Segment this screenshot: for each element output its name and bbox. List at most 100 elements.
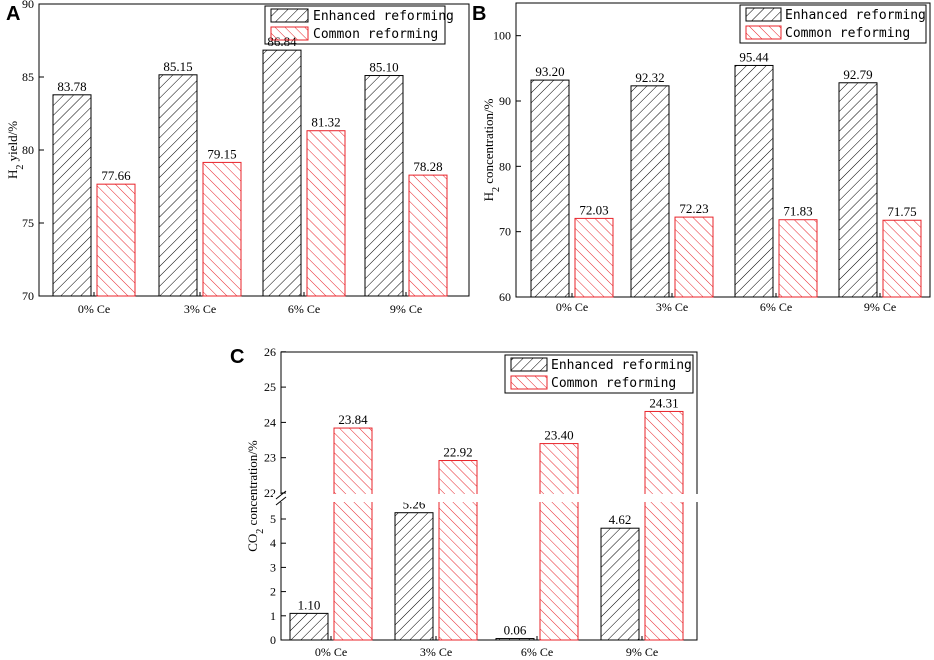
panel-a-letter: A <box>6 3 20 25</box>
bar-common <box>674 216 714 298</box>
panel-b-letter: B <box>472 3 486 25</box>
panel-c-bars <box>289 410 684 641</box>
panel-b-legend-box <box>739 4 927 44</box>
bar-common <box>644 410 684 641</box>
data-label-common: 24.31 <box>649 395 678 410</box>
bar-common <box>202 161 242 297</box>
data-label-enhanced: 85.15 <box>163 59 192 74</box>
y-tick-label: 75 <box>22 216 34 230</box>
data-label-common: 78.28 <box>413 159 442 174</box>
y-tick-label: 80 <box>499 159 511 173</box>
y-tick-label: 5 <box>270 512 276 526</box>
data-label-enhanced: 93.20 <box>535 64 564 79</box>
y-tick-label: 25 <box>264 380 276 394</box>
x-category-label: 3% Ce <box>184 302 216 316</box>
y-tick-label: 24 <box>264 415 276 429</box>
data-label-enhanced: 95.44 <box>739 49 769 64</box>
x-category-label: 3% Ce <box>656 300 688 314</box>
panel-b-y-ticks: 60 70 80 90 100 <box>493 29 521 304</box>
y-tick-label: 3 <box>270 560 276 574</box>
x-category-label: 6% Ce <box>521 645 553 659</box>
panel-b-y-axis-label: H2 concentration/% <box>481 98 502 201</box>
data-label-common: 79.15 <box>207 146 236 161</box>
data-label-enhanced: 92.32 <box>635 70 664 85</box>
y-tick-label: 90 <box>22 0 34 11</box>
panel-c-legend-enhanced: Enhanced reforming <box>551 358 692 373</box>
y-tick-label: 80 <box>22 143 34 157</box>
panel-c-legend-swatch-common <box>510 375 548 390</box>
y-tick-label: 60 <box>499 290 511 304</box>
data-label-common: 81.32 <box>311 115 340 130</box>
bar-enhanced <box>394 512 434 641</box>
bar-enhanced <box>289 612 329 641</box>
bar-common <box>882 219 922 298</box>
y-tick-label: 4 <box>270 536 276 550</box>
panel-c-axis-break-mark-bottom <box>275 496 287 506</box>
panel-b-legend-swatch-enhanced <box>745 7 782 22</box>
panel-a-legend-box <box>264 5 446 45</box>
data-label-enhanced: 0.06 <box>504 623 527 638</box>
x-category-label: 9% Ce <box>390 302 422 316</box>
panel-a-y-ticks: 70 75 80 85 90 <box>22 0 44 303</box>
bar-common <box>96 183 136 297</box>
y-tick-label: 1 <box>270 609 276 623</box>
panel-b: B 60 70 80 90 100 93.20 72.03 92.32 72.23 95.44 7… <box>472 2 931 314</box>
y-tick-label: 26 <box>264 345 276 359</box>
x-category-label: 9% Ce <box>864 300 896 314</box>
panel-a-legend-swatch-common <box>270 26 309 41</box>
bar-common <box>778 219 818 298</box>
panel-a-legend: Enhanced reforming Common reforming <box>264 5 454 45</box>
data-label-common: 71.83 <box>783 204 812 219</box>
x-category-label: 6% Ce <box>760 300 792 314</box>
panel-c-legend-swatch-enhanced <box>510 357 548 372</box>
bar-common <box>306 130 346 297</box>
bar-enhanced <box>158 74 198 297</box>
bar-enhanced <box>495 638 535 641</box>
x-category-label: 3% Ce <box>420 645 452 659</box>
panel-b-x-categories: 0% Ce 3% Ce 6% Ce 9% Ce <box>556 293 896 314</box>
y-tick-label: 2 <box>270 585 276 599</box>
bar-enhanced <box>364 75 404 297</box>
panel-a-bars <box>52 49 448 297</box>
data-label-common: 72.03 <box>579 202 608 217</box>
bar-common <box>408 174 448 297</box>
y-tick-label: 70 <box>499 225 511 239</box>
panel-b-value-labels: 93.20 72.03 92.32 72.23 95.44 71.83 92.79 71.75 <box>535 49 916 219</box>
data-label-common: 71.75 <box>887 204 916 219</box>
panel-b-legend-common: Common reforming <box>785 26 910 41</box>
bar-common <box>539 443 579 641</box>
bar-common <box>333 427 373 641</box>
x-category-label: 0% Ce <box>556 300 588 314</box>
bar-common <box>574 217 614 298</box>
bar-enhanced <box>52 94 92 297</box>
data-label-enhanced: 92.79 <box>843 67 872 82</box>
data-label-common: 23.40 <box>544 428 573 443</box>
panel-c-x-categories: 0% Ce 3% Ce 6% Ce 9% Ce <box>315 636 658 659</box>
panel-a-legend-common: Common reforming <box>313 27 438 42</box>
bar-enhanced <box>600 527 640 641</box>
data-label-common: 22.92 <box>443 445 472 460</box>
panel-b-plot-frame <box>515 2 931 298</box>
panel-a-legend-swatch-enhanced <box>270 8 309 23</box>
panel-a-y-axis-label: H2 yield/% <box>5 121 26 179</box>
panel-c-legend: Enhanced reforming Common reforming <box>504 354 694 394</box>
panel-b-bars <box>530 64 922 298</box>
x-category-label: 6% Ce <box>288 302 320 316</box>
data-label-enhanced: 1.10 <box>298 597 321 612</box>
x-category-label: 9% Ce <box>626 645 658 659</box>
bar-enhanced <box>262 49 302 297</box>
x-category-label: 0% Ce <box>78 302 110 316</box>
x-category-label: 0% Ce <box>315 645 347 659</box>
panel-c-axis-break-mark-top <box>275 490 287 500</box>
panel-b-legend-swatch-common <box>745 25 782 40</box>
data-label-common: 23.84 <box>338 412 368 427</box>
panel-c-legend-common: Common reforming <box>551 376 676 391</box>
panel-c-legend-box <box>504 354 694 394</box>
bar-enhanced <box>734 64 774 298</box>
